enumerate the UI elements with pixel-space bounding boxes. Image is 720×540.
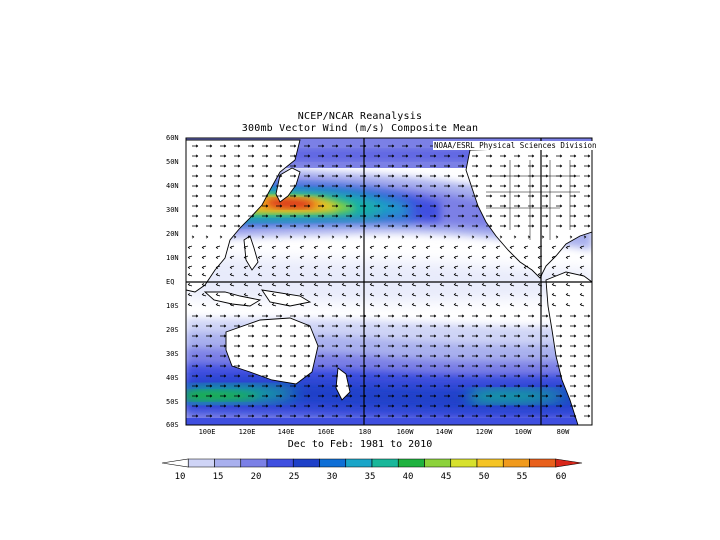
lat-label: 20N xyxy=(166,230,179,238)
lon-label: 120E xyxy=(238,428,256,436)
lon-label: 100E xyxy=(198,428,216,436)
colorbar-tick: 35 xyxy=(364,472,376,482)
colorbar-tick: 45 xyxy=(440,472,452,482)
colorbar-tick: 40 xyxy=(402,472,414,482)
wind-speed-field xyxy=(186,138,592,425)
lat-label: 60N xyxy=(166,134,179,142)
source-credit: NOAA/ESRL Physical Sciences Division xyxy=(433,141,598,150)
region-box xyxy=(186,138,592,425)
colorbar xyxy=(161,458,583,468)
map-frame xyxy=(185,137,593,426)
lat-label: 20S xyxy=(166,326,179,334)
lat-label: 30N xyxy=(166,206,179,214)
lat-label: 10S xyxy=(166,302,179,310)
lon-label: 80W xyxy=(556,428,570,436)
lon-label: 140W xyxy=(435,428,453,436)
lon-label: 100W xyxy=(514,428,532,436)
colorbar-swatch xyxy=(161,458,189,468)
colorbar-tick: 50 xyxy=(478,472,490,482)
lat-label: 50S xyxy=(166,398,179,406)
colorbar-swatch xyxy=(292,458,320,468)
period-label: Dec to Feb: 1981 to 2010 xyxy=(287,439,433,450)
wind-vectors xyxy=(187,144,591,418)
map-title: NCEP/NCAR Reanalysis xyxy=(297,111,423,122)
colorbar-tick: 30 xyxy=(326,472,338,482)
colorbar-swatch xyxy=(397,458,425,468)
colorbar-swatch xyxy=(529,458,557,468)
colorbar-swatch xyxy=(266,458,294,468)
lat-label: 40N xyxy=(166,182,179,190)
colorbar-tick: 10 xyxy=(174,472,186,482)
lon-label: 140E xyxy=(277,428,295,436)
colorbar-swatch xyxy=(555,458,583,468)
colorbar-tick: 60 xyxy=(555,472,567,482)
colorbar-swatch xyxy=(502,458,530,468)
lon-label: 160W xyxy=(396,428,414,436)
colorbar-tick: 20 xyxy=(250,472,262,482)
lat-label: 10N xyxy=(166,254,179,262)
lon-label: 120W xyxy=(475,428,493,436)
lon-label: 180 xyxy=(358,428,372,436)
lon-label: 160E xyxy=(317,428,335,436)
colorbar-swatch xyxy=(240,458,268,468)
colorbar-swatch xyxy=(450,458,478,468)
map-subtitle: 300mb Vector Wind (m/s) Composite Mean xyxy=(241,123,479,134)
lat-label: 60S xyxy=(166,421,179,429)
colorbar-swatch xyxy=(319,458,347,468)
colorbar-swatch xyxy=(424,458,452,468)
colorbar-tick: 25 xyxy=(288,472,300,482)
colorbar-tick: 55 xyxy=(516,472,528,482)
colorbar-swatch xyxy=(371,458,399,468)
colorbar-swatch xyxy=(214,458,242,468)
lat-label: 50N xyxy=(166,158,179,166)
lat-label: 30S xyxy=(166,350,179,358)
lat-label: EQ xyxy=(166,278,175,286)
colorbar-tick: 15 xyxy=(212,472,224,482)
lat-label: 40S xyxy=(166,374,179,382)
colorbar-swatch xyxy=(476,458,504,468)
colorbar-swatch xyxy=(345,458,373,468)
colorbar-swatch xyxy=(187,458,215,468)
